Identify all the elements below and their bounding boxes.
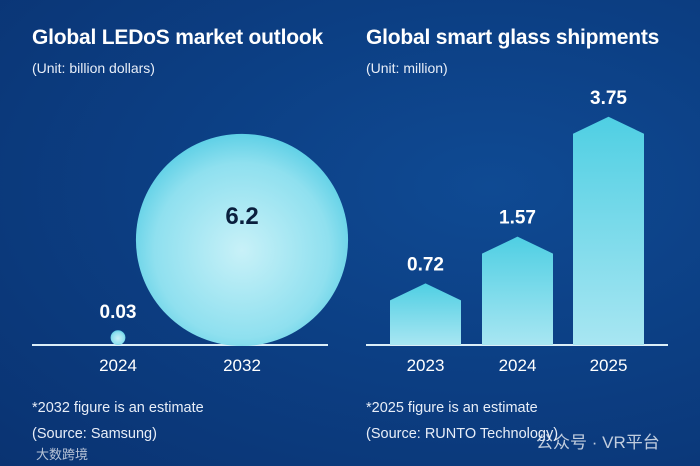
right-chart-unit: (Unit: million) [366, 60, 448, 76]
left-chart-unit: (Unit: billion dollars) [32, 60, 155, 76]
x-tick-label: 2024 [99, 356, 137, 375]
bar-2025 [573, 116, 644, 345]
left-watermark: 大数跨境 [36, 447, 89, 462]
x-tick-label: 2025 [590, 356, 628, 375]
right-watermark: 公众号 · VR平台 [536, 433, 660, 452]
right-chart-title: Global smart glass shipments [366, 26, 660, 49]
right-source: (Source: RUNTO Technology) [366, 426, 559, 442]
bar-value-label: 1.57 [499, 208, 536, 229]
x-tick-label: 2032 [223, 356, 261, 375]
x-tick-label: 2024 [499, 356, 537, 375]
bubble-value-label: 6.2 [225, 203, 258, 230]
x-tick-label: 2023 [407, 356, 445, 375]
bubble-2024 [110, 330, 126, 345]
left-chart-title: Global LEDoS market outlook [32, 26, 323, 49]
bar-value-label: 0.72 [407, 254, 444, 275]
right-note: *2025 figure is an estimate [366, 400, 538, 416]
bar-2024 [482, 236, 553, 345]
left-source: (Source: Samsung) [32, 426, 157, 442]
bar-value-label: 3.75 [590, 88, 627, 109]
bubble-value-label: 0.03 [100, 302, 137, 323]
left-note: *2032 figure is an estimate [32, 400, 204, 416]
bubble-2032 [135, 133, 349, 346]
bar-2023 [390, 283, 461, 345]
